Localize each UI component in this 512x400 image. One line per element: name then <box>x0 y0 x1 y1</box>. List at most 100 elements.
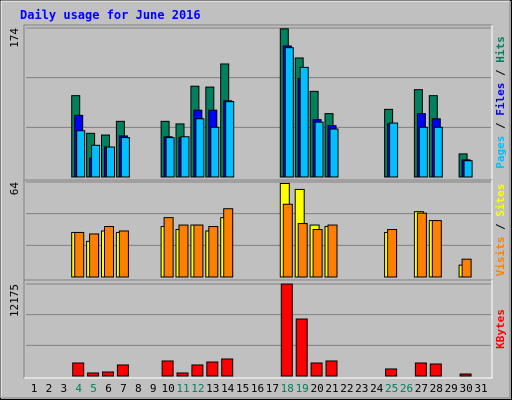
bar <box>87 372 100 377</box>
x-tick-label: 21 <box>325 382 338 395</box>
bar <box>104 226 114 278</box>
bar <box>91 144 101 178</box>
x-tick-label: 2 <box>46 382 53 395</box>
x-tick-label: 10 <box>161 382 174 395</box>
legend-entry: Pages <box>494 136 507 169</box>
legend: KBytes <box>494 309 507 349</box>
x-tick-label: 8 <box>135 382 142 395</box>
bar <box>463 160 473 178</box>
bar <box>416 212 427 278</box>
legend-entry: Visits <box>494 237 507 277</box>
y-tick-label: 174 <box>8 28 21 48</box>
bar <box>284 47 294 178</box>
bar <box>329 128 339 178</box>
x-tick-label: 11 <box>176 382 189 395</box>
x-tick-label: 19 <box>296 382 309 395</box>
bar <box>299 66 309 178</box>
bar <box>280 283 293 377</box>
bar <box>433 126 443 178</box>
bar <box>72 362 85 377</box>
bar <box>295 318 308 377</box>
bar <box>176 372 189 377</box>
x-tick-label: 12 <box>191 382 204 395</box>
bar <box>387 229 398 278</box>
x-tick-label: 16 <box>251 382 264 395</box>
chart-title: Daily usage for June 2016 <box>20 8 201 22</box>
bar <box>163 217 174 278</box>
bar <box>210 126 220 178</box>
x-tick-label: 26 <box>400 382 413 395</box>
x-tick-label: 23 <box>355 382 368 395</box>
x-tick-label: 6 <box>105 382 112 395</box>
bar <box>165 137 175 178</box>
bar <box>223 208 234 278</box>
panel <box>23 279 493 379</box>
panel-bevel <box>24 280 493 379</box>
legend-entry: KBytes <box>494 309 507 349</box>
legend-separator: / <box>494 217 507 237</box>
legend: Visits / Sites <box>494 184 507 277</box>
bar <box>297 223 308 278</box>
x-tick-label: 7 <box>120 382 127 395</box>
x-tick-label: 24 <box>370 382 384 395</box>
x-tick-label: 30 <box>459 382 472 395</box>
y-tick-label: 64 <box>8 182 21 196</box>
bar <box>89 233 100 278</box>
bar <box>178 224 189 278</box>
x-tick-label: 25 <box>385 382 398 395</box>
x-tick-label: 5 <box>90 382 97 395</box>
legend-entry: Sites <box>494 184 507 217</box>
bar <box>76 130 86 178</box>
bar <box>282 203 293 278</box>
bar <box>431 220 442 278</box>
bar <box>206 361 219 377</box>
x-tick-label: 1 <box>31 382 38 395</box>
legend-entry: Hits <box>494 36 507 63</box>
bar <box>106 146 115 178</box>
bar <box>221 358 234 377</box>
x-tick-label: 14 <box>221 382 235 395</box>
bar <box>414 362 427 377</box>
bar <box>225 101 235 178</box>
bar <box>118 230 129 278</box>
bar <box>429 363 442 377</box>
bar <box>310 362 323 377</box>
bar <box>327 224 338 278</box>
bar <box>459 373 472 377</box>
x-tick-label: 9 <box>150 382 157 395</box>
bar <box>385 368 398 377</box>
legend-separator: / <box>494 63 507 83</box>
y-tick-label: 12175 <box>8 284 21 317</box>
bar <box>74 231 85 278</box>
bar <box>191 364 204 377</box>
x-tick-label: 31 <box>474 382 487 395</box>
bar <box>195 118 205 178</box>
bar <box>389 122 399 178</box>
x-tick-label: 3 <box>60 382 67 395</box>
bar <box>116 364 129 377</box>
bar <box>418 126 428 178</box>
x-tick-label: 13 <box>206 382 219 395</box>
bar <box>161 360 174 377</box>
bar <box>102 371 114 377</box>
bar <box>314 121 324 178</box>
x-tick-label: 20 <box>310 382 323 395</box>
x-tick-label: 18 <box>281 382 294 395</box>
x-tick-label: 15 <box>236 382 249 395</box>
x-tick-label: 28 <box>430 382 443 395</box>
bar <box>180 136 190 178</box>
legend-entry: Files <box>494 83 507 116</box>
bar <box>461 258 472 278</box>
bar <box>208 226 219 278</box>
x-tick-label: 4 <box>75 382 82 395</box>
bar <box>120 137 130 178</box>
x-tick-label: 27 <box>415 382 428 395</box>
bar <box>193 224 204 278</box>
legend: Pages / Files / Hits <box>494 36 507 169</box>
bar <box>325 360 338 377</box>
x-tick-label: 29 <box>445 382 458 395</box>
x-tick-label: 17 <box>266 382 279 395</box>
